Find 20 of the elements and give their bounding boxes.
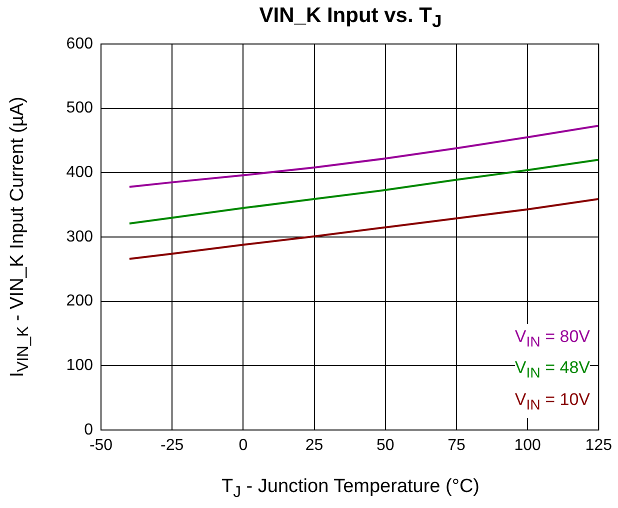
x-tick-label: 125 xyxy=(585,437,612,454)
x-tick-label: 25 xyxy=(305,437,324,454)
y-tick-label: 200 xyxy=(66,292,94,310)
y-tick-label: 300 xyxy=(66,228,94,246)
y-tick-label: 500 xyxy=(66,100,94,117)
text: V$_{IN}$ = 80V xyxy=(514,326,590,352)
y-tick-label: 0 xyxy=(84,421,94,438)
x-tick-label: 75 xyxy=(448,437,466,454)
y-tick-label: 100 xyxy=(66,357,94,374)
x-tick-label: -50 xyxy=(89,437,113,454)
x-axis-title: T$_{J}$ - Junction Temperature (°C) xyxy=(220,476,481,502)
x-tick-label: 50 xyxy=(376,437,394,454)
x-tick-label: 100 xyxy=(514,437,542,454)
text: V$_{IN}$ = 48V xyxy=(514,357,590,384)
text: V$_{IN}$ = 10V xyxy=(514,388,590,415)
chart-title: VIN_K Input vs. T$_{J}$ xyxy=(258,4,443,32)
y-tick-label: 400 xyxy=(66,164,94,182)
x-tick-label: 0 xyxy=(238,437,248,454)
x-tick-label: -25 xyxy=(160,437,184,454)
y-tick-label: 600 xyxy=(66,35,94,52)
